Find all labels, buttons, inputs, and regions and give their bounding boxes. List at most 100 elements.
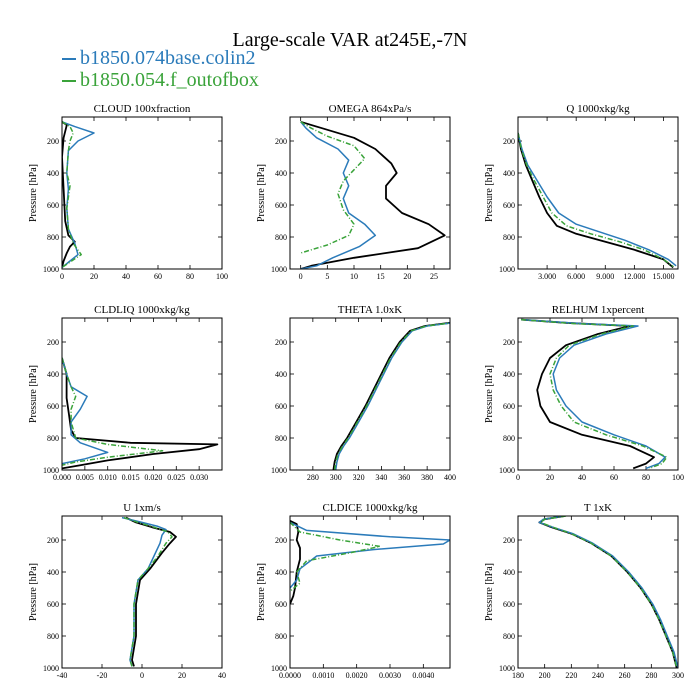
panel-frame <box>517 116 679 270</box>
x-tick-label: 3.000 <box>538 272 556 281</box>
panel-title: CLDLIQ 1000xkg/kg <box>94 304 190 316</box>
x-tick-label: 60 <box>154 272 162 281</box>
x-tick-label: 20 <box>403 272 411 281</box>
y-tick-label: 1000 <box>499 664 515 673</box>
panel-frame <box>61 116 223 270</box>
series-line-2 <box>62 121 95 268</box>
y-tick-label: 200 <box>47 536 59 545</box>
y-tick-label: 200 <box>275 536 287 545</box>
y-tick-label: 400 <box>275 169 287 178</box>
series-line-2 <box>521 318 666 470</box>
series-line-3 <box>539 516 678 668</box>
y-tick-label: 800 <box>275 233 287 242</box>
x-tick-label: 80 <box>186 272 194 281</box>
legend-swatch-2 <box>62 80 76 83</box>
y-tick-label: 1000 <box>271 466 287 475</box>
x-tick-label: 9.000 <box>596 272 614 281</box>
panel-4: CLDLIQ 1000xkg/kg Pressure [hPa] 0.000 0.00… <box>28 304 223 482</box>
x-tick-label: 20 <box>546 473 554 482</box>
y-tick-label: 200 <box>47 338 59 347</box>
panel-ylabel: Pressure [hPa] <box>484 164 495 222</box>
y-tick-label: 600 <box>47 402 59 411</box>
y-tick-label: 800 <box>275 632 287 641</box>
series-line-1 <box>518 132 674 269</box>
legend-label-2: b1850.054.f_outofbox <box>80 69 259 91</box>
x-tick-label: -20 <box>97 671 108 680</box>
y-tick-label: 200 <box>503 338 515 347</box>
panel-2: OMEGA 864xPa/s Pressure [hPa] 0 5 10 15 20 25 20… <box>256 103 451 281</box>
x-tick-label: 0.010 <box>99 473 117 482</box>
panel-ylabel: Pressure [hPa] <box>28 365 39 423</box>
y-tick-label: 600 <box>275 201 287 210</box>
panel-5: THETA 1.0xK 280 300 320 340 360 380 400 200 400 60… <box>271 304 456 482</box>
x-tick-label: 0.0040 <box>412 671 434 680</box>
x-tick-label: 40 <box>218 671 226 680</box>
panel-ylabel: Pressure [hPa] <box>484 365 495 423</box>
panel-ylabel: Pressure [hPa] <box>484 563 495 621</box>
y-tick-label: 800 <box>47 434 59 443</box>
x-tick-label: 200 <box>539 671 551 680</box>
y-tick-label: 200 <box>275 338 287 347</box>
x-tick-label: 15.000 <box>652 272 674 281</box>
y-tick-label: 200 <box>503 137 515 146</box>
y-tick-label: 1000 <box>271 265 287 274</box>
x-tick-label: 400 <box>444 473 456 482</box>
y-tick-label: 400 <box>47 169 59 178</box>
x-tick-label: 300 <box>330 473 342 482</box>
series-line-3 <box>123 516 173 667</box>
y-tick-label: 600 <box>47 201 59 210</box>
series-line-1 <box>62 357 219 470</box>
x-tick-label: 0 <box>516 473 520 482</box>
legend-label-1: b1850.074base.colin2 <box>80 47 256 69</box>
y-tick-label: 1000 <box>271 664 287 673</box>
x-tick-label: 0.0030 <box>379 671 401 680</box>
panel-frame <box>517 515 679 669</box>
x-tick-label: 40 <box>578 473 586 482</box>
x-tick-label: 0.030 <box>190 473 208 482</box>
panel-ylabel: Pressure [hPa] <box>256 563 267 621</box>
y-tick-label: 1000 <box>499 265 515 274</box>
panel-frame <box>517 317 679 471</box>
x-tick-label: 0.015 <box>122 473 140 482</box>
x-tick-label: 0 <box>140 671 144 680</box>
y-tick-label: 800 <box>503 434 515 443</box>
legend-entry-2: b1850.054.f_outofbox <box>62 69 259 91</box>
figure-title: Large-scale VAR at245E,-7N <box>232 29 468 51</box>
x-tick-label: 20 <box>90 272 98 281</box>
x-tick-label: 340 <box>375 473 387 482</box>
series-line-3 <box>290 521 381 592</box>
x-tick-label: -40 <box>57 671 68 680</box>
x-tick-label: 0 <box>60 272 64 281</box>
x-tick-label: 0.0020 <box>346 671 368 680</box>
y-tick-label: 600 <box>503 600 515 609</box>
x-tick-label: 20 <box>178 671 186 680</box>
panel-7: U 1xm/s Pressure [hPa] -40 -20 0 20 40 200 400 60… <box>28 502 226 680</box>
panel-title: OMEGA 864xPa/s <box>329 103 412 115</box>
series-line-3 <box>300 121 366 254</box>
y-tick-label: 800 <box>503 632 515 641</box>
y-tick-label: 800 <box>503 233 515 242</box>
y-tick-label: 800 <box>275 434 287 443</box>
x-tick-label: 0.020 <box>144 473 162 482</box>
y-tick-label: 200 <box>47 137 59 146</box>
panel-frame <box>61 317 223 471</box>
y-tick-label: 600 <box>275 402 287 411</box>
y-tick-label: 400 <box>47 568 59 577</box>
y-tick-label: 800 <box>47 632 59 641</box>
y-tick-label: 200 <box>503 536 515 545</box>
series-line-3 <box>521 318 668 470</box>
x-tick-label: 240 <box>592 671 604 680</box>
panel-6: RELHUM 1xpercent Pressure [hPa] 0 20 40 60 80 1… <box>484 304 684 482</box>
panel-1: CLOUD 100xfraction Pressure [hPa] 0 20 40 60 8… <box>28 103 228 281</box>
series-line-2 <box>518 132 677 267</box>
x-tick-label: 40 <box>122 272 130 281</box>
panel-title: CLDICE 1000xkg/kg <box>322 502 418 514</box>
panel-ylabel: Pressure [hPa] <box>256 164 267 222</box>
series-line-1 <box>125 516 177 667</box>
panel-frame <box>289 317 451 471</box>
y-tick-label: 600 <box>47 600 59 609</box>
panel-title: U 1xm/s <box>123 502 161 514</box>
series-line-1 <box>300 120 446 269</box>
x-tick-label: 0.005 <box>76 473 94 482</box>
